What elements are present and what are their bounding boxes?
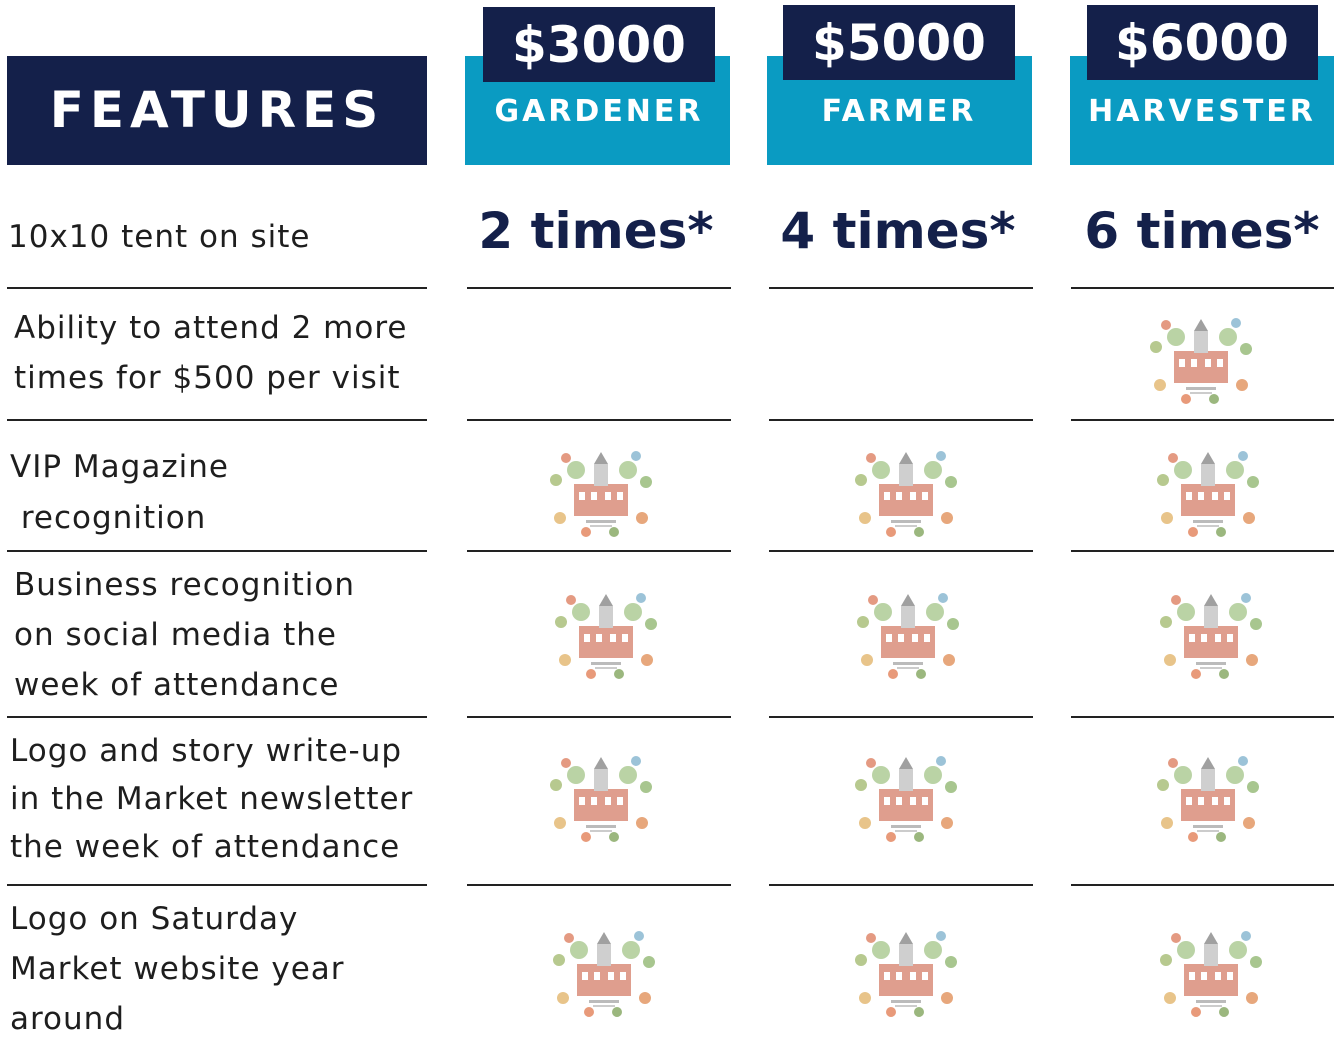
included-icon bbox=[855, 931, 957, 1017]
feature-line: in the Market newsletter bbox=[10, 781, 413, 817]
tier-price: $5000 bbox=[812, 14, 986, 72]
tier-name: GARDENER bbox=[494, 94, 703, 129]
feature-line: Business recognition bbox=[14, 567, 355, 603]
included-icons bbox=[550, 318, 1262, 1017]
price-box bbox=[483, 7, 715, 82]
tier-tent: 2 times* bbox=[478, 202, 713, 260]
included-icon bbox=[1157, 451, 1259, 537]
tier-price: $3000 bbox=[512, 16, 686, 74]
tier-tent: 6 times* bbox=[1084, 202, 1319, 260]
feature-line: 10x10 tent on site bbox=[8, 219, 310, 255]
included-icon bbox=[857, 593, 959, 679]
feature-line: VIP Magazine bbox=[10, 449, 229, 485]
feature-line: week of attendance bbox=[14, 667, 340, 703]
feature-line: times for $500 per visit bbox=[14, 360, 401, 396]
feature-line: Ability to attend 2 more bbox=[14, 310, 408, 346]
included-icon bbox=[550, 756, 652, 842]
included-icon bbox=[1160, 931, 1262, 1017]
included-icon bbox=[855, 756, 957, 842]
feature-line: Logo on Saturday bbox=[10, 901, 298, 937]
tier-tent: 4 times* bbox=[780, 202, 1015, 260]
feature-line: Logo and story write-up bbox=[10, 733, 402, 769]
price-box bbox=[783, 5, 1015, 80]
features-header bbox=[7, 56, 427, 165]
features-label: FEATURES bbox=[50, 81, 385, 139]
feature-line: on social media the bbox=[14, 617, 337, 653]
included-icon bbox=[553, 931, 655, 1017]
tier-price: $6000 bbox=[1115, 14, 1289, 72]
included-icon bbox=[555, 593, 657, 679]
included-icon bbox=[550, 451, 652, 537]
tier-name: FARMER bbox=[822, 94, 977, 129]
included-icon bbox=[1160, 593, 1262, 679]
feature-texts: 10x10 tent on site Ability to attend 2 mo… bbox=[8, 219, 413, 1037]
row-rules bbox=[7, 287, 1334, 886]
feature-line: Market website year bbox=[10, 951, 345, 987]
included-icon bbox=[855, 451, 957, 537]
feature-line: the week of attendance bbox=[10, 829, 400, 865]
feature-line: recognition bbox=[10, 500, 206, 536]
tier-headers: $3000 GARDENER $5000 FARMER $6000 HARVES… bbox=[465, 5, 1334, 165]
included-icon bbox=[1150, 318, 1252, 404]
price-box bbox=[1087, 5, 1318, 80]
included-icon bbox=[1157, 756, 1259, 842]
tier-name: HARVESTER bbox=[1088, 94, 1316, 129]
feature-line: around bbox=[10, 1001, 125, 1037]
